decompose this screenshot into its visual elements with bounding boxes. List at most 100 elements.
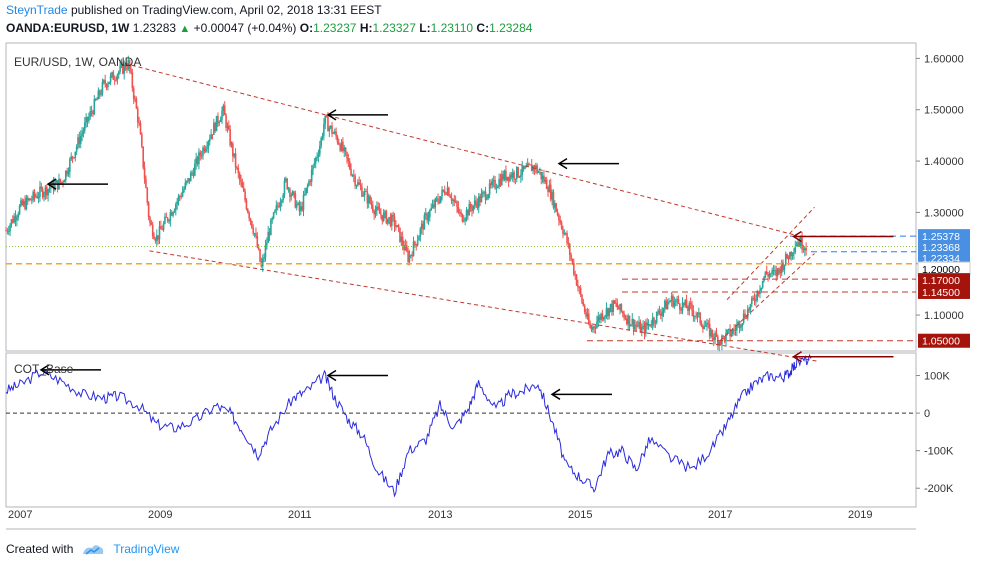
author-link[interactable]: SteynTrade <box>6 3 68 17</box>
price-change: +0.00047 (+0.04%) <box>193 21 297 35</box>
candle-body <box>609 304 612 308</box>
candle-body <box>7 231 10 233</box>
candle-body <box>389 216 392 227</box>
candle-body <box>160 226 162 230</box>
candle-body <box>592 326 594 330</box>
candle-body <box>424 213 427 216</box>
price-tag <box>918 284 970 299</box>
candle-body <box>774 270 776 272</box>
candle-body <box>506 176 509 181</box>
tradingview-brand-link[interactable]: TradingView <box>113 542 180 556</box>
candle-body <box>101 82 104 94</box>
candle-body <box>775 270 778 276</box>
candle-body <box>310 169 313 182</box>
candle-body <box>82 130 85 134</box>
candle-body <box>96 99 98 101</box>
candle-body <box>794 246 797 253</box>
candle-body <box>586 313 589 317</box>
low-value: 1.23110 <box>430 21 474 35</box>
candle-body <box>514 178 517 180</box>
price-pane-title: EUR/USD, 1W, OANDA <box>14 55 141 69</box>
candle-body <box>388 216 390 219</box>
candle-body <box>715 332 718 337</box>
candle-body <box>59 178 62 183</box>
candle-body <box>509 174 511 182</box>
candle-body <box>408 255 411 263</box>
candle-body <box>271 218 274 220</box>
candle-body <box>756 291 759 301</box>
candle-body <box>691 304 693 311</box>
candle-body <box>169 212 172 221</box>
candle-body <box>399 227 401 242</box>
candle-body <box>628 315 631 327</box>
candle-body <box>60 181 63 183</box>
open-label: O: <box>299 21 314 35</box>
candle-body <box>645 322 647 334</box>
candle-body <box>203 147 206 152</box>
candle-body <box>737 321 740 325</box>
published-text: published on TradingView.com, April 02, … <box>70 3 382 17</box>
candle-body <box>620 303 623 312</box>
candle-body <box>575 274 578 286</box>
candle-body <box>795 244 798 247</box>
candle-body <box>17 214 20 218</box>
candle-body <box>157 235 159 240</box>
candle-body <box>418 236 420 241</box>
candle-body <box>37 196 40 198</box>
candle-body <box>476 203 479 208</box>
candle-body <box>510 174 513 178</box>
candle-body <box>386 218 389 224</box>
candle-body <box>348 161 351 169</box>
candle-body <box>791 253 794 257</box>
candle-body <box>407 250 409 263</box>
candle-body <box>380 213 382 216</box>
candle-body <box>314 157 317 164</box>
candle-body <box>332 133 335 134</box>
candle-body <box>333 131 336 134</box>
candle-body <box>384 211 386 213</box>
candle-body <box>208 138 211 142</box>
candle-body <box>554 203 556 208</box>
candle-body <box>636 325 639 327</box>
candle-body <box>115 79 117 81</box>
candle-body <box>612 300 615 312</box>
cot-tick-label: 100K <box>924 371 950 383</box>
candle-body <box>78 137 81 145</box>
candle-body <box>10 219 13 225</box>
candle-body <box>589 323 591 328</box>
candle-body <box>215 115 218 132</box>
chart-area[interactable]: 1.600001.500001.400001.300001.200001.100… <box>0 40 981 538</box>
candle-body <box>698 312 700 314</box>
candle-body <box>650 325 653 327</box>
candle-body <box>128 60 131 70</box>
candle-body <box>736 324 738 331</box>
candle-body <box>290 195 293 197</box>
candle-body <box>770 273 772 275</box>
candle-body <box>234 153 237 168</box>
candle-body <box>342 141 344 152</box>
candle-body <box>44 186 47 195</box>
candle-body <box>522 165 525 169</box>
candle-body <box>134 98 136 100</box>
candle-body <box>723 336 726 342</box>
candle-body <box>177 196 180 202</box>
candle-body <box>270 219 272 236</box>
candle-body <box>14 216 17 221</box>
candle-body <box>492 180 495 182</box>
candle-body <box>753 298 756 301</box>
candle-body <box>779 269 782 274</box>
candle-body <box>13 216 15 223</box>
candle-body <box>136 108 139 123</box>
candle-body <box>202 147 204 156</box>
candle-body <box>695 315 697 317</box>
high-value: 1.23327 <box>372 21 416 35</box>
candle-body <box>11 219 14 223</box>
candle-body <box>560 222 563 229</box>
candle-body <box>752 297 754 299</box>
candle-body <box>295 204 298 208</box>
candle-body <box>263 257 265 259</box>
candle-body <box>369 196 371 203</box>
candle-body <box>329 125 332 128</box>
candle-body <box>540 171 543 180</box>
candle-body <box>744 313 746 319</box>
